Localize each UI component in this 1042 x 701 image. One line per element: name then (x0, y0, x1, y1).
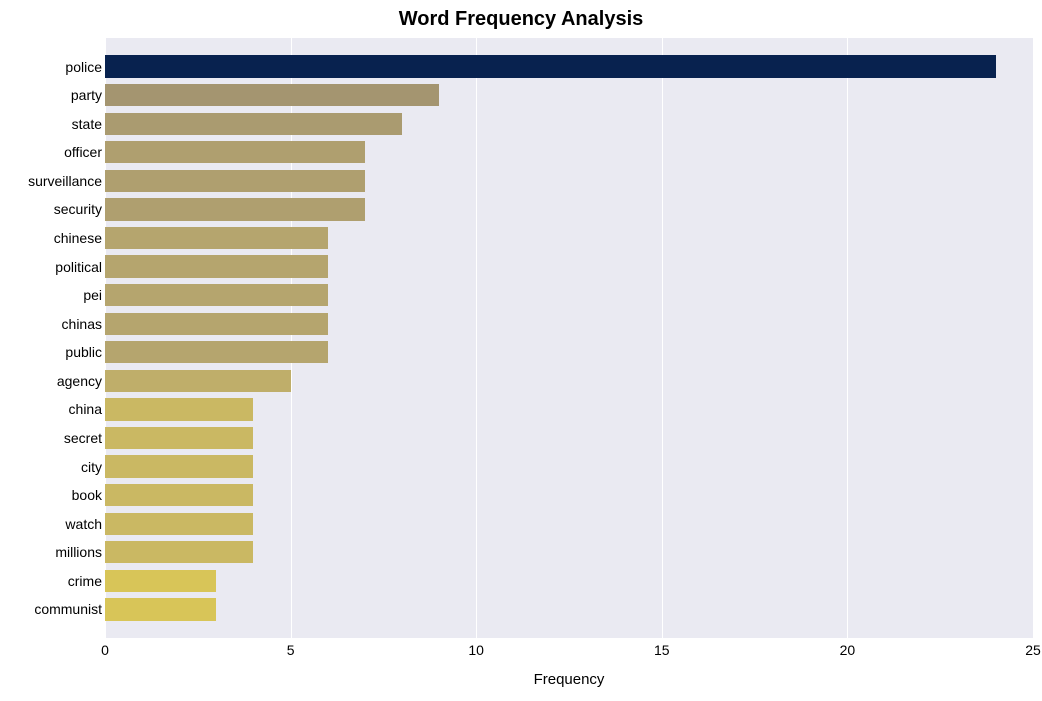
bar-row (105, 138, 1033, 167)
y-tick-label: chinas (62, 316, 102, 332)
y-tick-label: pei (83, 287, 102, 303)
bar (105, 427, 253, 449)
bar-row (105, 338, 1033, 367)
y-tick-label: political (55, 259, 102, 275)
bar-row (105, 424, 1033, 453)
y-tick-label: public (65, 344, 102, 360)
x-tick-label: 0 (101, 642, 109, 658)
bar-row (105, 452, 1033, 481)
y-tick-label: party (71, 87, 102, 103)
y-tick-label: china (69, 401, 102, 417)
word-frequency-chart: Word Frequency Analysis police party state… (0, 0, 1042, 701)
y-tick-label: police (65, 59, 102, 75)
bar (105, 484, 253, 506)
bar (105, 170, 365, 192)
x-tick-label: 25 (1025, 642, 1041, 658)
chart-title: Word Frequency Analysis (0, 8, 1042, 31)
bar (105, 84, 439, 106)
bar-row (105, 109, 1033, 138)
y-tick-label: millions (55, 544, 102, 560)
y-tick-label: crime (68, 573, 102, 589)
bar-row (105, 52, 1033, 81)
bar-row (105, 509, 1033, 538)
bar-row (105, 309, 1033, 338)
bar-row (105, 81, 1033, 110)
bar (105, 455, 253, 477)
bar-row (105, 224, 1033, 253)
bar-row (105, 538, 1033, 567)
bar (105, 198, 365, 220)
x-tick-label: 20 (840, 642, 856, 658)
x-tick-label: 5 (287, 642, 295, 658)
gridline (1033, 38, 1034, 638)
y-tick-label: security (54, 201, 102, 217)
y-tick-label: city (81, 459, 102, 475)
y-tick-label: book (72, 487, 102, 503)
bar (105, 513, 253, 535)
bar-row (105, 167, 1033, 196)
bar-row (105, 595, 1033, 624)
y-tick-label: state (72, 116, 102, 132)
y-tick-label: watch (65, 516, 102, 532)
bar-row (105, 367, 1033, 396)
bar-row (105, 195, 1033, 224)
bar (105, 255, 328, 277)
bar (105, 598, 216, 620)
x-tick-label: 15 (654, 642, 670, 658)
bar (105, 113, 402, 135)
bar (105, 284, 328, 306)
bar-row (105, 252, 1033, 281)
bar-row (105, 395, 1033, 424)
bar (105, 370, 291, 392)
plot-area (105, 38, 1033, 638)
x-tick-label: 10 (468, 642, 484, 658)
bar (105, 341, 328, 363)
bar (105, 55, 996, 77)
bar (105, 227, 328, 249)
bar (105, 570, 216, 592)
bar-row (105, 567, 1033, 596)
x-axis-title: Frequency (105, 671, 1033, 688)
bar (105, 313, 328, 335)
y-tick-label: communist (34, 601, 102, 617)
y-tick-label: chinese (54, 230, 102, 246)
bar (105, 141, 365, 163)
y-tick-label: surveillance (28, 173, 102, 189)
bar (105, 398, 253, 420)
bar-row (105, 481, 1033, 510)
bars-container (105, 38, 1033, 638)
bar (105, 541, 253, 563)
y-tick-label: officer (64, 144, 102, 160)
y-tick-label: agency (57, 373, 102, 389)
bar-row (105, 281, 1033, 310)
y-tick-label: secret (64, 430, 102, 446)
